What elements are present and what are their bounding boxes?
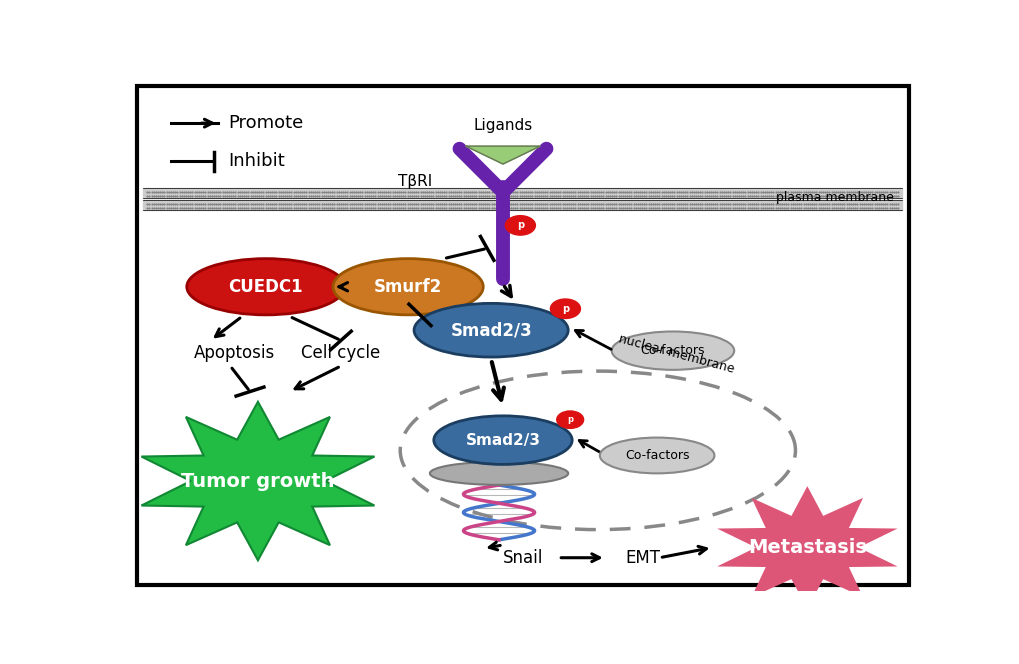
- Text: Promote: Promote: [228, 114, 304, 132]
- Circle shape: [556, 411, 583, 428]
- Ellipse shape: [599, 438, 713, 473]
- Text: Inhibit: Inhibit: [228, 153, 285, 171]
- Text: p: p: [561, 303, 569, 313]
- Polygon shape: [716, 486, 897, 609]
- Ellipse shape: [186, 258, 344, 315]
- Circle shape: [504, 216, 535, 235]
- Text: CUEDC1: CUEDC1: [228, 278, 303, 295]
- Text: Metastasis: Metastasis: [747, 538, 866, 557]
- Polygon shape: [142, 402, 374, 560]
- Ellipse shape: [611, 331, 734, 370]
- Ellipse shape: [414, 303, 568, 357]
- Text: Smad2/3: Smad2/3: [465, 433, 540, 448]
- Text: Smurf2: Smurf2: [374, 278, 442, 295]
- Text: Tumor growth: Tumor growth: [181, 471, 334, 491]
- Polygon shape: [466, 146, 540, 164]
- Text: Co-factors: Co-factors: [640, 344, 704, 357]
- Ellipse shape: [333, 258, 483, 315]
- Ellipse shape: [429, 462, 568, 485]
- Text: EMT: EMT: [625, 548, 660, 567]
- Text: Apoptosis: Apoptosis: [194, 344, 274, 363]
- Text: Ligands: Ligands: [473, 118, 532, 133]
- Text: plasma membrane: plasma membrane: [775, 191, 894, 205]
- Text: Snail: Snail: [502, 548, 543, 567]
- Text: nuclear membrane: nuclear membrane: [618, 333, 736, 376]
- Text: Cell cycle: Cell cycle: [301, 344, 380, 363]
- Text: p: p: [567, 415, 573, 424]
- Text: Co-factors: Co-factors: [625, 449, 689, 462]
- Text: Smad2/3: Smad2/3: [449, 321, 532, 339]
- Text: p: p: [517, 220, 524, 230]
- Circle shape: [550, 299, 580, 319]
- Text: TβRI: TβRI: [397, 175, 431, 189]
- Ellipse shape: [433, 416, 572, 464]
